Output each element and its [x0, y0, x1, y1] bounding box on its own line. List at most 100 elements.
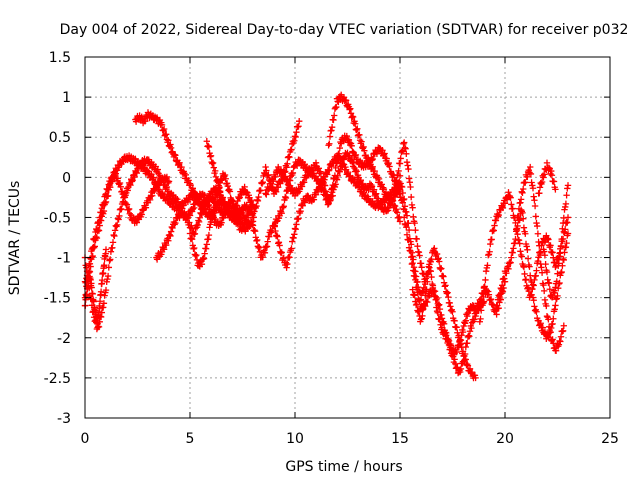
data-point: [272, 227, 279, 235]
data-point: [98, 276, 106, 284]
data-point: [559, 219, 567, 227]
axis-ticks: [84, 56, 611, 419]
data-point: [411, 219, 418, 227]
data-point: [212, 167, 219, 175]
data-point: [254, 196, 261, 204]
data-point: [160, 246, 168, 253]
data-point: [263, 191, 270, 198]
data-point: [399, 189, 406, 197]
data-point: [393, 189, 400, 197]
data-point: [526, 169, 533, 176]
data-point: [410, 291, 418, 298]
data-point: [401, 195, 408, 203]
data-point: [212, 173, 220, 181]
data-point: [333, 160, 340, 167]
data-point: [527, 170, 535, 178]
data-point: [563, 239, 570, 247]
data-point: [472, 374, 479, 382]
data-point: [409, 286, 416, 293]
data-point: [274, 233, 281, 240]
data-point: [261, 249, 269, 257]
data-point: [282, 194, 290, 202]
data-point: [289, 238, 296, 245]
data-point: [331, 172, 339, 179]
data-point: [172, 219, 179, 227]
data-point: [412, 276, 419, 284]
data-point: [263, 167, 270, 174]
data-point: [478, 307, 485, 314]
data-point: [512, 235, 519, 243]
data-point: [389, 197, 397, 204]
data-point: [249, 222, 257, 229]
data-point: [104, 272, 112, 280]
data-point: [200, 255, 208, 262]
data-point: [541, 252, 549, 259]
data-point: [296, 117, 303, 125]
data-point: [353, 168, 360, 175]
data-point: [216, 188, 224, 195]
data-point: [224, 182, 231, 190]
data-point: [150, 174, 157, 182]
data-point: [407, 183, 414, 191]
data-point: [121, 194, 129, 201]
data-point: [409, 259, 416, 267]
data-point: [538, 264, 545, 271]
data-point: [520, 185, 527, 193]
data-point: [242, 228, 249, 235]
data-point: [429, 284, 437, 292]
data-point: [315, 165, 322, 172]
data-point: [171, 151, 178, 158]
data-point: [471, 316, 478, 323]
data-point: [194, 221, 201, 229]
data-point: [256, 243, 263, 251]
data-point: [387, 190, 394, 197]
data-point: [103, 185, 110, 193]
data-point: [438, 311, 445, 319]
data-point: [408, 193, 415, 201]
data-point: [462, 356, 469, 363]
data-point: [338, 163, 345, 170]
data-point: [210, 164, 217, 171]
data-point: [560, 256, 567, 264]
data-point: [297, 207, 304, 215]
data-point: [262, 190, 269, 197]
data-point: [107, 180, 114, 187]
data-point: [558, 235, 565, 243]
data-point: [95, 323, 103, 331]
data-point: [531, 197, 538, 204]
data-point: [328, 185, 336, 192]
data-point: [538, 178, 546, 186]
data-point: [405, 175, 413, 182]
data-point: [133, 219, 140, 226]
data-point: [343, 132, 350, 140]
data-point: [124, 187, 131, 194]
data-point: [498, 285, 505, 293]
data-point: [280, 203, 287, 210]
data-point: [455, 332, 462, 339]
data-point: [435, 255, 442, 262]
data-point: [132, 168, 140, 176]
data-point: [436, 305, 444, 313]
data-point: [425, 268, 432, 275]
data-point: [165, 237, 172, 244]
data-point: [345, 136, 353, 143]
data-point: [401, 139, 408, 146]
data-point: [191, 204, 198, 212]
data-point: [394, 209, 401, 216]
data-point: [436, 264, 444, 272]
data-point: [557, 338, 564, 345]
data-point: [563, 192, 570, 199]
data-point: [494, 296, 502, 303]
data-point: [110, 231, 117, 239]
data-point: [205, 235, 212, 243]
data-point: [400, 140, 407, 148]
data-point: [539, 324, 546, 331]
data-point: [125, 206, 132, 213]
data-point: [401, 203, 409, 210]
data-point: [213, 191, 220, 198]
data-point: [419, 287, 426, 295]
data-point: [321, 187, 328, 195]
data-point: [430, 288, 437, 296]
data-point: [295, 215, 302, 222]
data-point: [368, 156, 376, 164]
